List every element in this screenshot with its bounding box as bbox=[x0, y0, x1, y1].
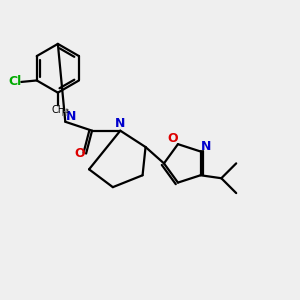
Text: O: O bbox=[167, 132, 178, 145]
Text: Cl: Cl bbox=[8, 75, 21, 88]
Text: N: N bbox=[65, 110, 76, 123]
Text: CH₃: CH₃ bbox=[52, 105, 70, 115]
Text: H: H bbox=[61, 108, 68, 118]
Text: O: O bbox=[74, 147, 85, 160]
Text: N: N bbox=[201, 140, 211, 153]
Text: N: N bbox=[115, 117, 125, 130]
